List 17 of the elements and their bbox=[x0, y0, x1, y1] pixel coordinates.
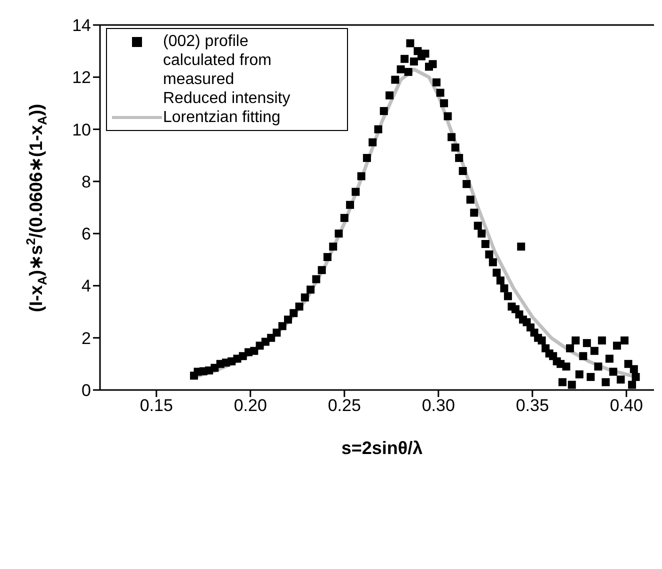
x-tick-label: 0.20 bbox=[234, 396, 267, 416]
y-tick-label: 12 bbox=[72, 68, 91, 88]
y-tick-label: 14 bbox=[72, 16, 91, 36]
y-tick-label: 10 bbox=[72, 120, 91, 140]
y-tick-label: 2 bbox=[82, 328, 91, 348]
y-tick-label: 4 bbox=[82, 276, 91, 296]
y-tick-label: 0 bbox=[82, 381, 91, 400]
y-tick-label: 8 bbox=[82, 172, 91, 192]
legend-label: (002) profile calculated from measured Reduced intensity bbox=[163, 32, 292, 108]
x-tick-label: 0.40 bbox=[610, 396, 643, 416]
y-tick-label: 6 bbox=[82, 224, 91, 244]
x-tick-label: 0.30 bbox=[422, 396, 455, 416]
x-tick-label: 0.25 bbox=[328, 396, 361, 416]
x-tick-label: 0.15 bbox=[140, 396, 173, 416]
x-axis-title: s=2sinθ/λ bbox=[341, 438, 423, 458]
x-tick-label: 0.35 bbox=[516, 396, 549, 416]
legend-label: Lorentzian fitting bbox=[163, 108, 282, 127]
